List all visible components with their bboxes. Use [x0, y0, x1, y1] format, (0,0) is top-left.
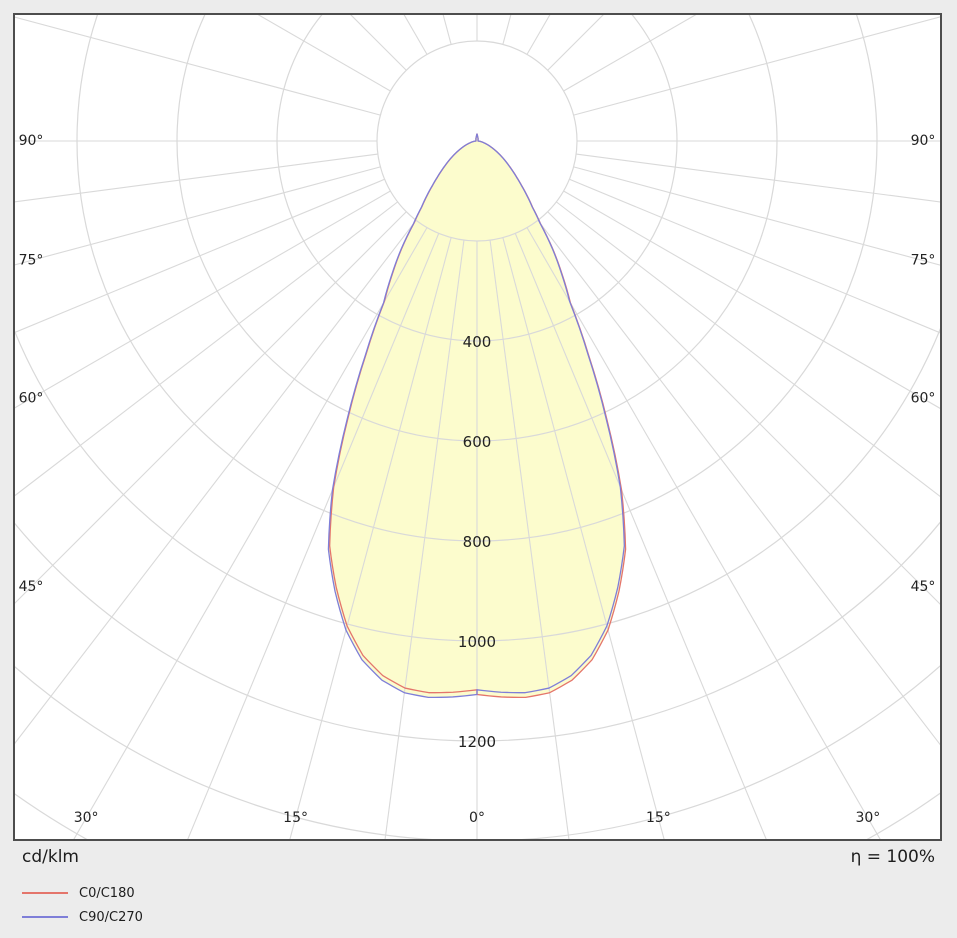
polar-grid-ray: [547, 211, 940, 605]
angle-label-right: 90°: [911, 133, 936, 149]
angle-label-left: 75°: [19, 253, 44, 269]
angle-label-right: 60°: [911, 390, 936, 406]
polar-grid-ray: [403, 15, 428, 55]
polar-grid-ray: [526, 15, 551, 55]
polar-grid-ray: [350, 15, 407, 71]
polar-grid-ray: [257, 15, 391, 92]
angle-label-left: 90°: [19, 133, 44, 149]
polar-grid-ray: [563, 15, 697, 92]
angle-label-bottom: 30°: [855, 810, 880, 826]
angle-label-bottom: 15°: [283, 810, 308, 826]
angle-label-left: 60°: [19, 390, 44, 406]
beam-fill: [328, 134, 625, 698]
polar-grid-ray: [573, 16, 940, 116]
angle-label-right: 45°: [911, 579, 936, 595]
ring-value-label: 1000: [458, 633, 496, 651]
polar-grid-ray: [563, 190, 940, 409]
polar-grid-ray: [569, 178, 940, 334]
polar-grid-ray: [15, 178, 385, 333]
ring-value-label: 400: [463, 333, 492, 351]
polar-grid-ray: [15, 153, 378, 203]
efficiency-label: η = 100%: [850, 847, 935, 867]
ring-value-label: 1200: [458, 733, 496, 751]
legend-line-c90-c270-icon: [22, 916, 68, 918]
ring-value-label: 800: [463, 533, 492, 551]
curve-c90-c270: [327, 133, 625, 699]
polar-grid-ray: [537, 220, 940, 746]
polar-grid-ray: [289, 237, 452, 839]
legend: C0/C180 C90/C270: [22, 881, 143, 929]
angle-label-right: 75°: [911, 253, 936, 269]
legend-label-c90-c270: C90/C270: [79, 909, 143, 925]
legend-item-c90-c270: C90/C270: [22, 905, 143, 929]
polar-grid-ray: [384, 240, 465, 839]
legend-item-c0-c180: C0/C180: [22, 881, 143, 905]
polar-grid-ray: [514, 233, 767, 839]
angle-label-bottom: 30°: [74, 810, 99, 826]
legend-label-c0-c180: C0/C180: [79, 885, 135, 901]
angle-label-bottom: 0°: [469, 810, 485, 826]
polar-grid-ray: [187, 233, 440, 839]
polar-grid-ray: [573, 166, 940, 266]
polar-grid-ray: [15, 190, 391, 409]
polar-grid-ray: [15, 16, 381, 116]
polar-grid-ray: [489, 240, 570, 839]
ring-value-label: 600: [463, 433, 492, 451]
angle-label-bottom: 15°: [646, 810, 671, 826]
polar-grid-ray: [547, 15, 604, 71]
polar-grid-ray: [15, 201, 398, 497]
legend-line-c0-c180-icon: [22, 892, 68, 894]
polar-grid-ray: [502, 237, 665, 839]
unit-label: cd/klm: [22, 847, 79, 867]
polar-grid-ray: [15, 211, 407, 604]
polar-grid-ray: [73, 227, 428, 839]
polar-grid-ray: [576, 153, 940, 203]
polar-grid-ray: [15, 166, 381, 266]
polar-grid-ray: [526, 227, 881, 839]
polar-grid-ray: [556, 201, 940, 497]
polar-grid-ray: [15, 220, 417, 744]
angle-label-left: 45°: [19, 579, 44, 595]
polar-plot-frame: 90° 90° 75° 75° 60° 60° 45° 45° 30° 15° 0° 15° 30° 40…: [13, 13, 942, 841]
footer-row: cd/klm η = 100%: [22, 847, 935, 867]
polar-chart-svg: 90° 90° 75° 75° 60° 60° 45° 45° 30° 15° 0° 15° 30° 40…: [15, 15, 940, 839]
